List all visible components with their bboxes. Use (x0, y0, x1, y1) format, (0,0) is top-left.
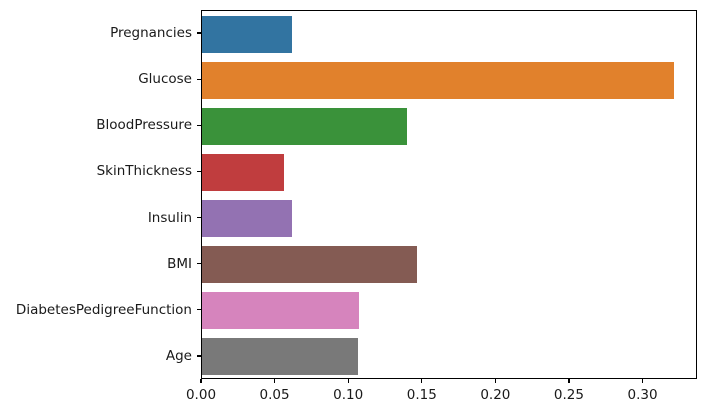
x-tick (641, 379, 644, 383)
bar-bloodpressure (202, 107, 407, 145)
y-tick-label-glucose: Glucose (138, 71, 192, 88)
x-tick-label-0.05: 0.05 (259, 387, 290, 403)
x-tick (568, 379, 570, 383)
y-tick-label-skinthickness: SkinThickness (96, 163, 192, 180)
y-tick (197, 263, 201, 265)
bar-skinthickness (202, 153, 285, 191)
bar-bmi (202, 246, 417, 284)
x-tick (421, 379, 423, 383)
y-tick (197, 170, 201, 173)
bar-insulin (202, 200, 292, 237)
x-tick (200, 379, 202, 383)
y-tick (197, 78, 201, 80)
y-tick-label-insulin: Insulin (147, 209, 192, 226)
x-tick (273, 379, 276, 383)
bar-age (202, 338, 358, 376)
x-tick-label-0.20: 0.20 (480, 387, 511, 403)
x-tick-label-0.15: 0.15 (406, 387, 437, 403)
x-tick-label-0.25: 0.25 (553, 387, 584, 403)
y-tick-label-diabetespedigreefunction: DiabetesPedigreeFunction (15, 301, 192, 318)
bars-layer (202, 11, 696, 378)
x-tick-label-0.30: 0.30 (627, 387, 658, 403)
bar-pregnancies (202, 15, 292, 53)
y-tick-label-age: Age (165, 347, 192, 364)
y-tick-label-bmi: BMI (167, 255, 192, 272)
y-tick (197, 32, 201, 34)
y-tick (197, 216, 201, 219)
x-tick-label-0.00: 0.00 (185, 387, 217, 403)
x-tick (494, 379, 496, 383)
x-tick (347, 379, 349, 383)
bar-diabetespedigreefunction (202, 292, 360, 330)
y-tick (197, 355, 201, 357)
plot-area (201, 10, 697, 379)
y-tick-label-pregnancies: Pregnancies (110, 25, 192, 42)
bar-glucose (202, 61, 675, 99)
y-tick (197, 309, 201, 311)
y-tick (197, 124, 201, 126)
y-tick-label-bloodpressure: BloodPressure (96, 117, 192, 134)
x-tick-label-0.10: 0.10 (333, 387, 364, 403)
